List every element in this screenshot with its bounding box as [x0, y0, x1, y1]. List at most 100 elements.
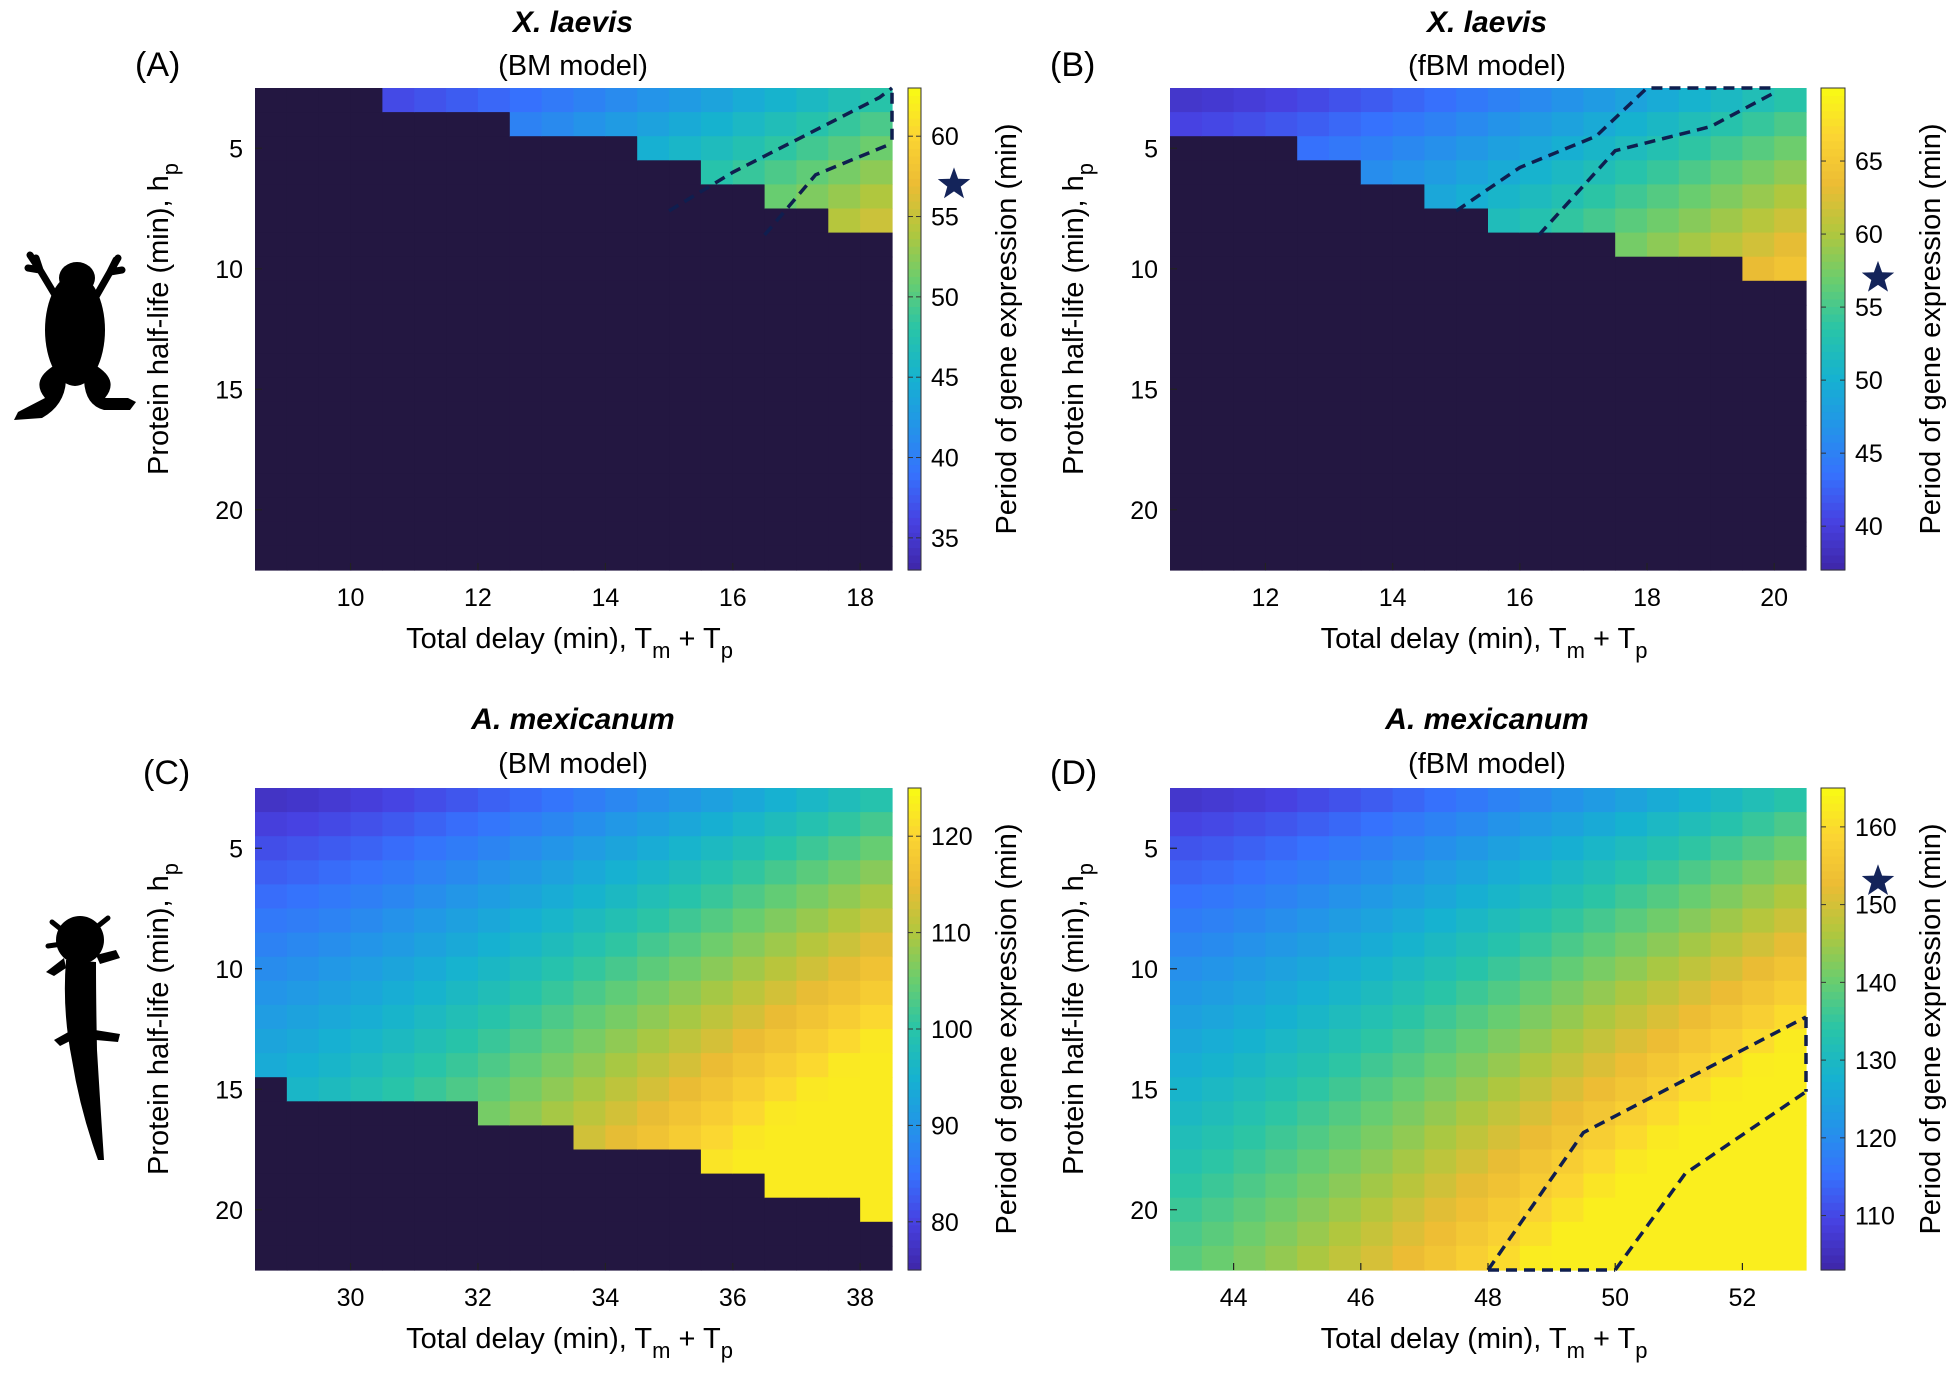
- heatmap-cell: [382, 788, 415, 813]
- colorbar-segment: [908, 1194, 921, 1203]
- colorbar-segment: [1821, 185, 1845, 195]
- heatmap-cell: [1265, 1029, 1298, 1054]
- heatmap-cell: [828, 473, 861, 499]
- heatmap-cell: [828, 1077, 861, 1102]
- heatmap-cell: [286, 545, 320, 571]
- heatmap-cell: [318, 908, 352, 934]
- heatmap-cell: [1742, 932, 1775, 958]
- heatmap-cell: [1519, 836, 1553, 861]
- heatmap-cell: [382, 1149, 415, 1175]
- heatmap-cell: [1678, 1029, 1712, 1054]
- heatmap-cell: [350, 256, 383, 282]
- heatmap-cell: [414, 1173, 447, 1199]
- heatmap-cell: [700, 956, 734, 982]
- colorbar-segment: [908, 1247, 921, 1256]
- heatmap-cells: [255, 788, 893, 1271]
- heatmap-cell: [477, 545, 511, 571]
- heatmap-cell: [255, 788, 288, 813]
- heatmap-cell: [796, 1197, 829, 1223]
- heatmap-cell: [1170, 280, 1203, 306]
- heatmap-cell: [1647, 401, 1680, 426]
- colorbar-segment: [908, 946, 921, 955]
- heatmap-cell: [477, 1245, 511, 1271]
- heatmap-cell: [1742, 112, 1775, 137]
- heatmap-cell: [1583, 521, 1616, 547]
- colorbar-segment: [1821, 88, 1845, 97]
- heatmap-cell: [1233, 932, 1266, 958]
- heatmap-cell: [1583, 353, 1616, 378]
- heatmap-cell: [732, 1053, 766, 1078]
- heatmap-cell: [796, 1125, 829, 1151]
- colorbar-segment: [908, 1164, 921, 1173]
- heatmap-cell: [286, 1029, 320, 1054]
- heatmap-cell: [1742, 1245, 1775, 1271]
- heatmap-cell: [1360, 1053, 1394, 1078]
- heatmap-cell: [1583, 256, 1616, 282]
- heatmap-cell: [1329, 884, 1362, 910]
- heatmap-cell: [796, 497, 829, 523]
- heatmap-cell: [509, 497, 543, 523]
- heatmap-cell: [350, 836, 383, 861]
- heatmap-cell: [700, 304, 734, 330]
- heatmap-cell: [1742, 208, 1775, 234]
- x-tick-label: 30: [337, 1284, 365, 1312]
- colorbar-segment: [908, 1119, 921, 1128]
- heatmap-cell: [605, 1221, 638, 1247]
- colorbar-segment: [1821, 411, 1845, 420]
- heatmap-cell: [1774, 1149, 1807, 1175]
- heatmap-cell: [1297, 449, 1330, 475]
- heatmap-cell: [573, 812, 606, 837]
- heatmap-cell: [828, 836, 861, 861]
- heatmap-cell: [1329, 812, 1362, 837]
- heatmap-cell: [1233, 184, 1266, 210]
- heatmap-cell: [669, 184, 702, 210]
- heatmap-cell: [1551, 1173, 1584, 1199]
- heatmap-cell: [318, 449, 352, 475]
- heatmap-cell: [1201, 545, 1235, 571]
- heatmap-cell: [1519, 497, 1553, 523]
- colorbar-segment: [1821, 1081, 1845, 1090]
- heatmap-cell: [414, 1245, 447, 1271]
- heatmap-cell: [605, 232, 638, 258]
- heatmap-cell: [637, 1125, 670, 1151]
- heatmap-cell: [669, 136, 702, 161]
- heatmap-cell: [350, 184, 383, 210]
- x-tick-label: 12: [464, 584, 492, 612]
- heatmap-cell: [446, 1004, 479, 1030]
- colorbar-segment: [908, 472, 921, 481]
- heatmap-cell: [1297, 860, 1330, 885]
- heatmap-cell: [1583, 304, 1616, 330]
- heatmap-cell: [860, 473, 893, 499]
- heatmap-cell: [1297, 932, 1330, 958]
- heatmap-cell: [350, 860, 383, 885]
- heatmap-cell: [1201, 1245, 1235, 1271]
- heatmap-cell: [1774, 232, 1807, 258]
- heatmap-cell: [1647, 1245, 1680, 1271]
- heatmap-cell: [1615, 280, 1648, 306]
- heatmap-cell: [477, 473, 511, 499]
- heatmap-cell: [1329, 304, 1362, 330]
- colorbar-segment: [1821, 344, 1845, 353]
- heatmap-cell: [637, 812, 670, 837]
- heatmap-cell: [1678, 425, 1712, 451]
- colorbar-segment: [1821, 1119, 1845, 1128]
- heatmap-cell: [1233, 1053, 1266, 1078]
- x-tick-label: 16: [1506, 584, 1534, 612]
- heatmap-cell: [414, 884, 447, 910]
- y-tick-label: 10: [1130, 956, 1158, 984]
- colorbar-segment: [1821, 1029, 1845, 1038]
- heatmap-cell: [1678, 836, 1712, 861]
- heatmap-cell: [1774, 353, 1807, 378]
- heatmap-cell: [1647, 208, 1680, 234]
- heatmap-cell: [1519, 160, 1553, 185]
- heatmap-cell: [1392, 812, 1425, 837]
- heatmap-cell: [1678, 256, 1712, 282]
- heatmap-cell: [573, 788, 606, 813]
- heatmap-cell: [1583, 1053, 1616, 1078]
- heatmap-cell: [1297, 1173, 1330, 1199]
- heatmap-cell: [573, 1125, 606, 1151]
- heatmap-cell: [700, 329, 734, 354]
- heatmap-cell: [350, 956, 383, 982]
- heatmap-cell: [700, 497, 734, 523]
- heatmap-cell: [669, 425, 702, 451]
